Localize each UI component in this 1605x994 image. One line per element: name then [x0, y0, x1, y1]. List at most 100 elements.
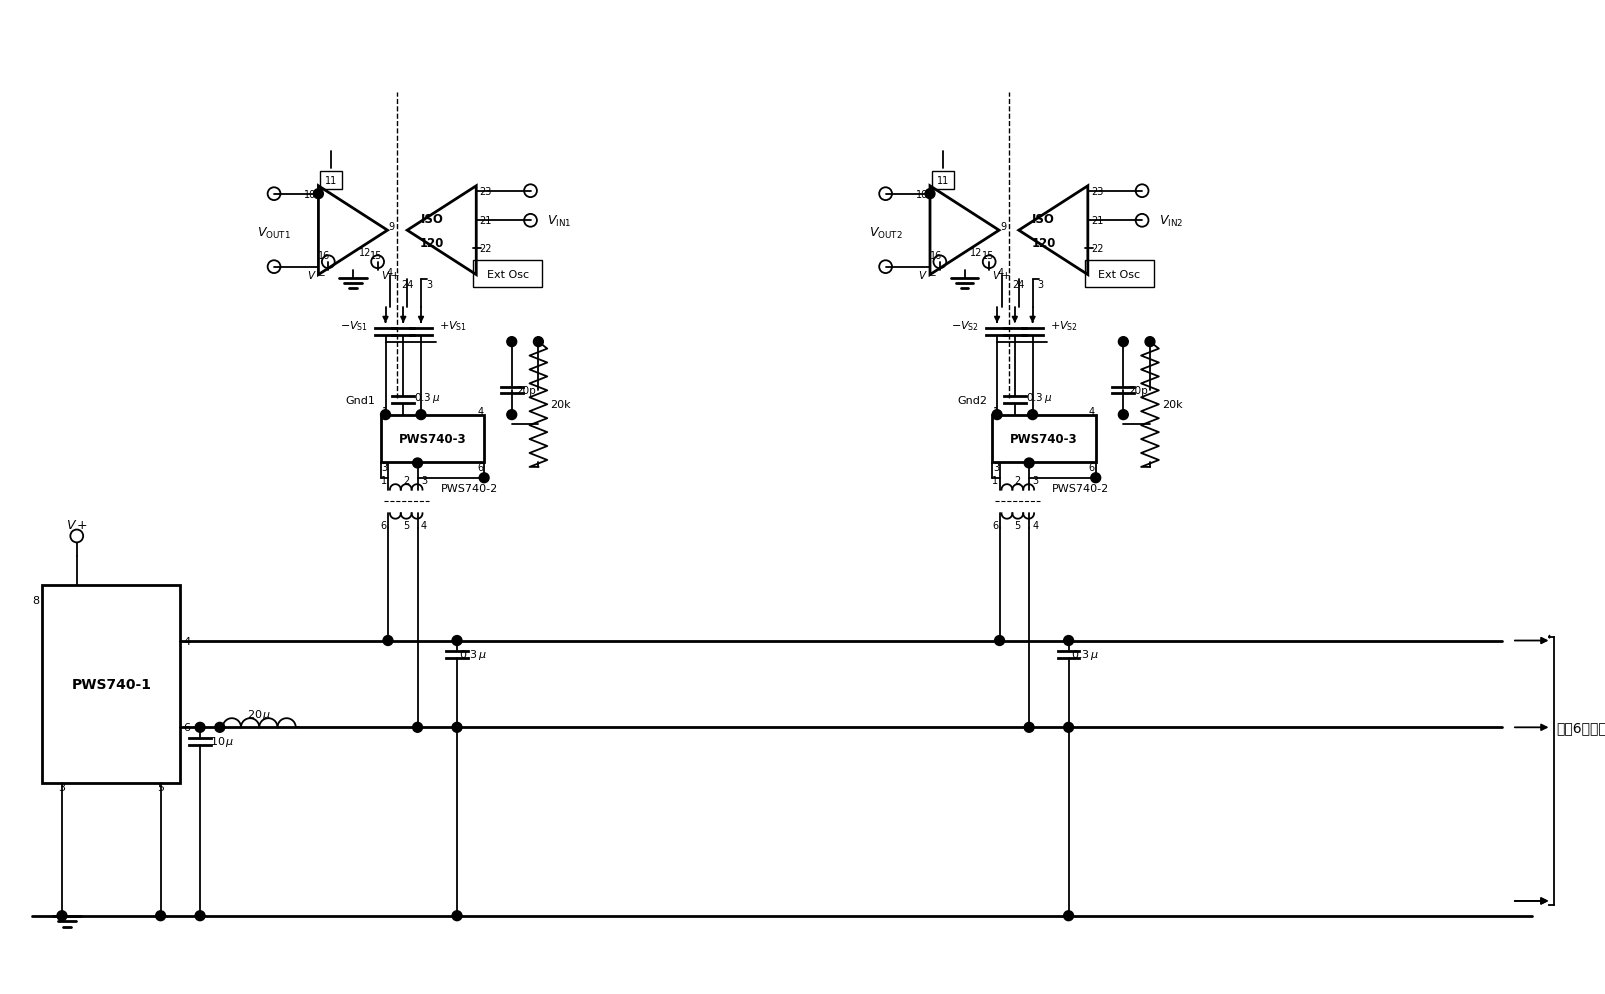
Text: $20\,\mu$: $20\,\mu$ — [247, 708, 271, 722]
Circle shape — [993, 636, 1003, 646]
Text: 21: 21 — [1090, 216, 1103, 226]
Text: Gnd1: Gnd1 — [345, 396, 376, 406]
Text: 9: 9 — [388, 222, 395, 232]
Text: 23: 23 — [1090, 187, 1103, 197]
Text: 8: 8 — [32, 595, 39, 605]
Text: 12: 12 — [969, 248, 982, 257]
Text: ISO: ISO — [1032, 213, 1054, 226]
Circle shape — [1024, 458, 1034, 468]
Text: 5: 5 — [1014, 521, 1021, 531]
Text: 16: 16 — [318, 250, 331, 260]
Text: $V+$: $V+$ — [66, 518, 88, 531]
Text: $+V_{\rm S2}$: $+V_{\rm S2}$ — [1050, 319, 1077, 332]
Text: 5: 5 — [157, 782, 164, 792]
Text: 3: 3 — [425, 280, 432, 290]
Circle shape — [1063, 723, 1072, 733]
Circle shape — [156, 911, 165, 920]
Text: $V+$: $V+$ — [992, 268, 1010, 280]
Circle shape — [1117, 411, 1128, 420]
Bar — [1085, 260, 1154, 288]
Text: $V-$: $V-$ — [918, 268, 936, 280]
Bar — [992, 415, 1095, 462]
Circle shape — [412, 723, 422, 733]
Circle shape — [507, 411, 517, 420]
Bar — [473, 260, 542, 288]
Text: 24: 24 — [1013, 280, 1024, 290]
Text: 11: 11 — [324, 176, 337, 186]
Text: 4: 4 — [997, 267, 1003, 277]
Circle shape — [451, 911, 462, 920]
Bar — [321, 172, 342, 190]
Text: 3: 3 — [58, 782, 66, 792]
Circle shape — [1144, 337, 1154, 347]
Circle shape — [1090, 473, 1099, 483]
Text: 20p: 20p — [517, 386, 536, 396]
Text: $V_{\rm IN2}$: $V_{\rm IN2}$ — [1159, 214, 1183, 229]
Text: 4: 4 — [421, 521, 427, 531]
Text: PWS740-2: PWS740-2 — [440, 483, 498, 493]
Bar — [380, 415, 483, 462]
Circle shape — [451, 636, 462, 646]
Text: 20p: 20p — [1128, 386, 1148, 396]
Text: $10\,\mu$: $10\,\mu$ — [210, 735, 234, 748]
Circle shape — [384, 636, 393, 646]
Circle shape — [1063, 911, 1072, 920]
Text: PWS740-3: PWS740-3 — [1010, 432, 1077, 445]
Text: 4: 4 — [477, 407, 483, 416]
Text: 20k: 20k — [551, 400, 570, 410]
Bar — [931, 172, 953, 190]
Text: 120: 120 — [1030, 237, 1054, 249]
Text: 22: 22 — [478, 244, 491, 253]
Text: 24: 24 — [401, 280, 412, 290]
Text: 1: 1 — [382, 407, 387, 416]
Text: 3: 3 — [1032, 475, 1038, 485]
Circle shape — [194, 911, 205, 920]
Circle shape — [412, 458, 422, 468]
Text: 1: 1 — [992, 407, 998, 416]
Text: $V_{\rm OUT2}$: $V_{\rm OUT2}$ — [868, 226, 902, 241]
Text: 15: 15 — [981, 250, 993, 260]
Circle shape — [313, 190, 323, 200]
Text: 3: 3 — [992, 462, 998, 472]
Circle shape — [1063, 636, 1072, 646]
Text: 21: 21 — [478, 216, 491, 226]
Text: 9: 9 — [1000, 222, 1006, 232]
Circle shape — [194, 723, 205, 733]
Text: 20k: 20k — [1160, 400, 1181, 410]
Text: 最多6个通道: 最多6个通道 — [1555, 721, 1605, 735]
Circle shape — [507, 337, 517, 347]
Circle shape — [992, 411, 1002, 420]
Text: $V_{\rm OUT1}$: $V_{\rm OUT1}$ — [257, 226, 291, 241]
Text: 22: 22 — [1090, 244, 1103, 253]
Text: Ext Osc: Ext Osc — [1098, 269, 1140, 279]
Circle shape — [1024, 723, 1034, 733]
Circle shape — [451, 723, 462, 733]
Text: 1: 1 — [380, 475, 387, 485]
Text: 6: 6 — [477, 462, 483, 472]
Circle shape — [416, 411, 425, 420]
Text: Ext Osc: Ext Osc — [486, 269, 528, 279]
Text: PWS740-2: PWS740-2 — [1051, 483, 1109, 493]
Text: 1: 1 — [992, 475, 998, 485]
Circle shape — [533, 337, 542, 347]
Text: $V+$: $V+$ — [380, 268, 400, 280]
Text: Gnd2: Gnd2 — [957, 396, 987, 406]
Text: 4: 4 — [183, 636, 191, 646]
Text: PWS740-1: PWS740-1 — [71, 677, 151, 691]
Text: 6: 6 — [992, 521, 998, 531]
Text: 5: 5 — [403, 521, 409, 531]
Text: 2: 2 — [1014, 475, 1021, 485]
Text: 15: 15 — [371, 250, 382, 260]
Text: 6: 6 — [1088, 462, 1095, 472]
Text: $V_{\rm IN1}$: $V_{\rm IN1}$ — [547, 214, 571, 229]
Text: 6: 6 — [380, 521, 387, 531]
Text: ISO: ISO — [421, 213, 443, 226]
Text: $+V_{\rm S1}$: $+V_{\rm S1}$ — [438, 319, 467, 332]
Text: 6: 6 — [183, 723, 189, 733]
Text: $0.3\,\mu$: $0.3\,\mu$ — [414, 391, 440, 405]
Text: 10: 10 — [915, 190, 928, 200]
Text: 4: 4 — [1088, 407, 1095, 416]
Text: $0.3\,\mu$: $0.3\,\mu$ — [1071, 648, 1098, 662]
Text: $0.3\,\mu$: $0.3\,\mu$ — [459, 648, 486, 662]
Text: 3: 3 — [421, 475, 427, 485]
